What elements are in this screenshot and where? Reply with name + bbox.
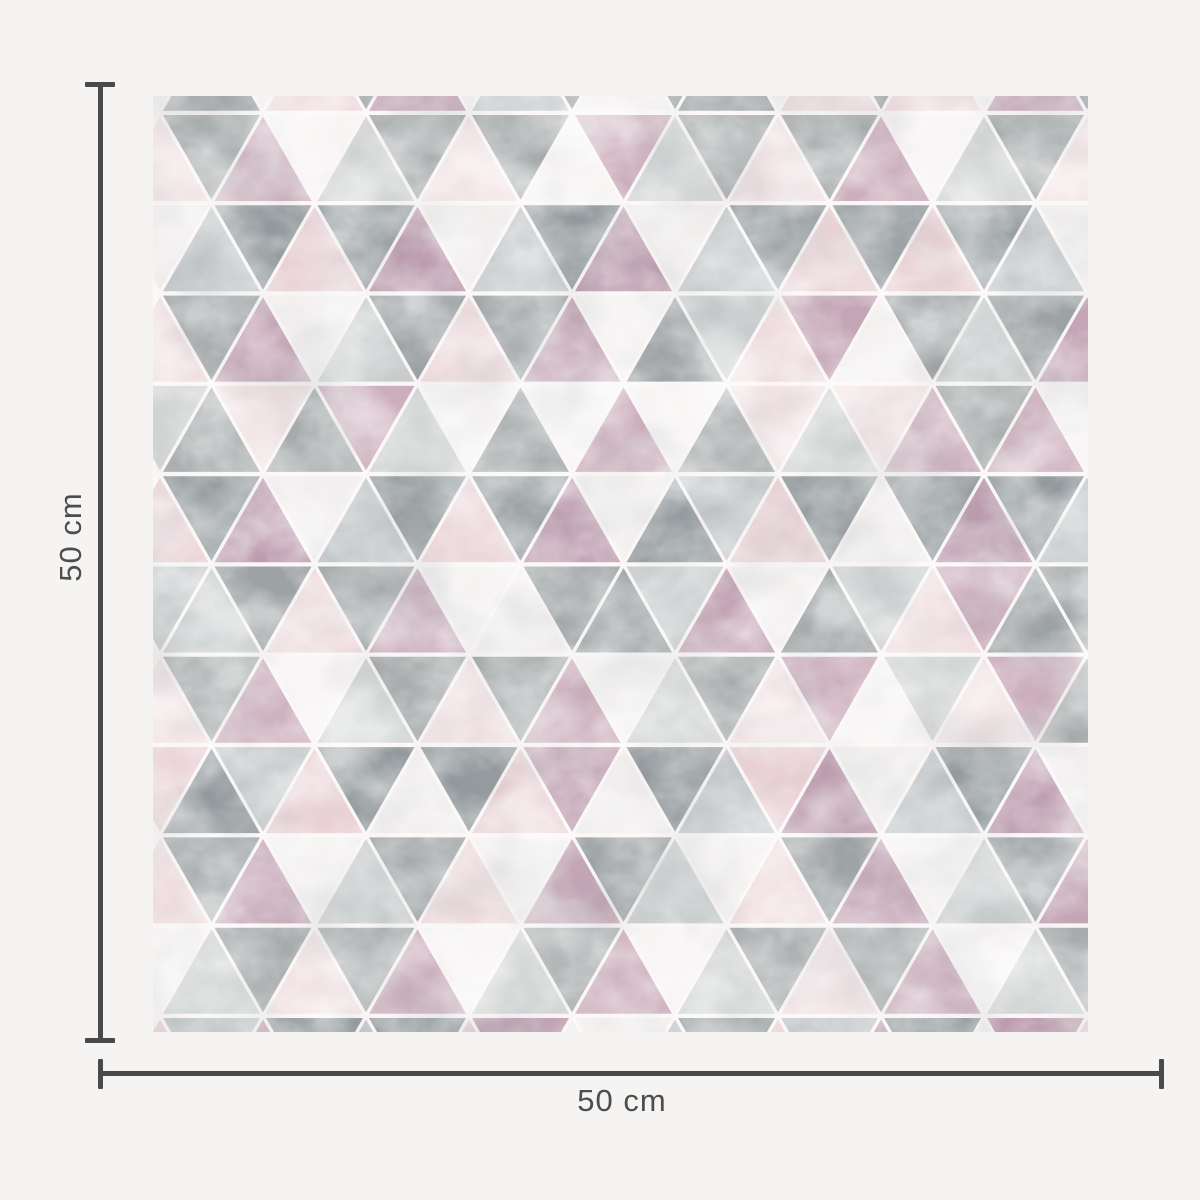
pattern-triangle — [153, 1019, 168, 1032]
pattern-triangle — [770, 1019, 786, 1032]
pattern-triangle — [461, 1019, 477, 1032]
marble-texture-dark — [153, 96, 1088, 1032]
pattern-triangle — [976, 1019, 992, 1032]
pattern-triangle — [255, 1019, 271, 1032]
height-dimension-bottom-cap — [85, 1038, 115, 1043]
pattern-triangle — [873, 1019, 889, 1032]
width-dimension-line — [98, 1071, 1164, 1076]
pattern-swatch — [153, 96, 1088, 1032]
height-dimension-label: 50 cm — [53, 492, 88, 582]
width-dimension-label: 50 cm — [577, 1083, 667, 1118]
height-dimension-line — [98, 82, 103, 1041]
pattern-triangle — [1079, 1019, 1088, 1032]
pattern-triangle — [358, 1019, 374, 1032]
width-dimension-right-cap — [1159, 1059, 1164, 1089]
